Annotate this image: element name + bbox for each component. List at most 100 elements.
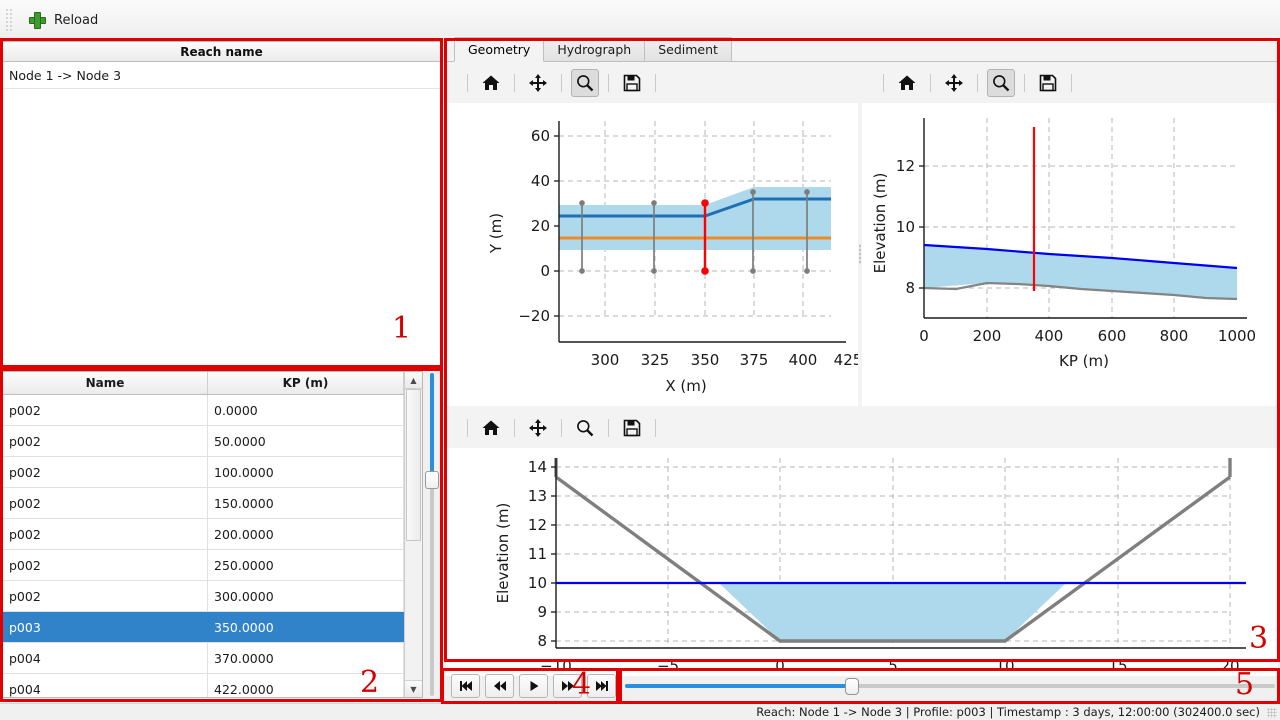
zoom-icon[interactable] (987, 69, 1015, 97)
toolbar-separator (467, 419, 468, 437)
toolbar-separator (514, 74, 515, 92)
pan-icon[interactable] (940, 69, 968, 97)
reach-list-header: Reach name (3, 42, 440, 62)
table-row[interactable]: p004 422.0000 (3, 674, 422, 697)
plan-view-nav-toolbar (446, 63, 858, 103)
toolbar-separator (608, 74, 609, 92)
main-toolbar: Reload (0, 0, 1280, 41)
tab-sediment[interactable]: Sediment (644, 37, 732, 61)
rewind-icon[interactable] (485, 674, 514, 698)
svg-text:12: 12 (896, 157, 915, 175)
cross-section-pane: 14 13 12 11 10 9 8 −10 −5 0 5 10 15 20 Elevation… (446, 408, 1278, 676)
table-row[interactable]: p002 150.0000 (3, 488, 422, 519)
toolbar-separator (977, 74, 978, 92)
table-row[interactable]: p003 350.0000 (3, 612, 422, 643)
plot-vertical-splitter[interactable] (858, 104, 862, 404)
svg-text:15: 15 (1108, 657, 1127, 675)
toolbar-separator (655, 74, 656, 92)
svg-text:400: 400 (1035, 327, 1064, 345)
svg-text:10: 10 (896, 218, 915, 236)
cell-name: p002 (3, 488, 208, 518)
zoom-icon[interactable] (571, 414, 599, 442)
zoom-icon[interactable] (571, 69, 599, 97)
save-icon[interactable] (1034, 69, 1062, 97)
playback-controls (446, 670, 622, 702)
side-slider-handle[interactable] (425, 471, 439, 489)
table-row[interactable]: p002 200.0000 (3, 519, 422, 550)
time-slider-handle[interactable] (845, 678, 859, 695)
profile-table-scrollbar[interactable]: ▲ ▼ (404, 372, 422, 697)
longitudinal-nav-toolbar (862, 63, 1278, 103)
svg-text:325: 325 (641, 351, 670, 369)
home-icon[interactable] (477, 69, 505, 97)
plan-view-canvas[interactable]: 60 40 20 0 −20 300 325 350 375 400 425 Y (m) … (446, 103, 858, 406)
resize-grip-icon[interactable] (1267, 708, 1277, 718)
table-row[interactable]: p002 50.0000 (3, 426, 422, 457)
cell-name: p002 (3, 519, 208, 549)
home-icon[interactable] (477, 414, 505, 442)
toolbar-separator (1071, 74, 1072, 92)
pan-icon[interactable] (524, 414, 552, 442)
svg-text:425: 425 (834, 351, 858, 369)
cell-name: p002 (3, 395, 208, 425)
tab-geometry[interactable]: Geometry (454, 37, 545, 62)
table-row[interactable]: p002 300.0000 (3, 581, 422, 612)
svg-text:13: 13 (528, 487, 547, 505)
play-icon[interactable] (519, 674, 548, 698)
fast-forward-icon[interactable] (553, 674, 582, 698)
cross-section-canvas[interactable]: 14 13 12 11 10 9 8 −10 −5 0 5 10 15 20 Elevation… (446, 448, 1278, 676)
cell-kp: 200.0000 (208, 519, 404, 549)
skip-to-end-icon[interactable] (587, 674, 616, 698)
svg-text:600: 600 (1098, 327, 1127, 345)
side-slider-track (430, 373, 434, 696)
save-icon[interactable] (618, 69, 646, 97)
status-bar-text: Reach: Node 1 -> Node 3 | Profile: p003 … (756, 705, 1260, 719)
longitudinal-profile-canvas[interactable]: 12 10 8 0 200 400 600 800 1000 Elevation (m) K… (862, 103, 1278, 406)
svg-text:10: 10 (528, 574, 547, 592)
svg-text:10: 10 (995, 657, 1014, 675)
cell-kp: 370.0000 (208, 643, 404, 673)
pan-icon[interactable] (524, 69, 552, 97)
toolbar-separator (467, 74, 468, 92)
toolbar-separator (655, 419, 656, 437)
tab-hydrograph[interactable]: Hydrograph (543, 37, 646, 61)
svg-text:0: 0 (775, 657, 785, 675)
table-row[interactable]: p002 250.0000 (3, 550, 422, 581)
skip-to-start-icon[interactable] (451, 674, 480, 698)
column-header-name[interactable]: Name (3, 372, 208, 394)
reload-button[interactable]: Reload (19, 5, 108, 35)
plan-view-pane: 60 40 20 0 −20 300 325 350 375 400 425 Y (m) … (446, 63, 858, 406)
toolbar-separator (561, 419, 562, 437)
home-icon[interactable] (893, 69, 921, 97)
svg-text:KP (m): KP (m) (1059, 352, 1109, 370)
time-slider-fill (625, 684, 853, 688)
profile-table-body: p002 0.0000 p002 50.0000 p002 100.0000 p002 150… (3, 395, 422, 697)
svg-text:400: 400 (789, 351, 818, 369)
table-row[interactable]: p002 100.0000 (3, 457, 422, 488)
svg-text:40: 40 (531, 172, 550, 190)
time-slider[interactable] (625, 676, 1275, 696)
selected-cross-section-marker (701, 199, 709, 275)
save-icon[interactable] (618, 414, 646, 442)
status-bar: Reach: Node 1 -> Node 3 | Profile: p003 … (0, 703, 1280, 720)
reach-list-panel[interactable]: Reach name Node 1 -> Node 3 (2, 41, 441, 366)
scroll-up-arrow-icon[interactable]: ▲ (405, 372, 422, 389)
cell-kp: 300.0000 (208, 581, 404, 611)
reach-list-item[interactable]: Node 1 -> Node 3 (3, 62, 440, 89)
scrollbar-thumb[interactable] (406, 389, 421, 541)
svg-text:1000: 1000 (1218, 327, 1256, 345)
column-header-kp[interactable]: KP (m) (208, 372, 404, 394)
profile-table-panel[interactable]: Name KP (m) p002 0.0000 p002 50.0000 p002 100… (2, 371, 423, 698)
table-row[interactable]: p004 370.0000 (3, 643, 422, 674)
cell-name: p003 (3, 612, 208, 642)
table-row[interactable]: p002 0.0000 (3, 395, 422, 426)
toolbar-separator (930, 74, 931, 92)
toolbar-drag-handle[interactable] (5, 8, 13, 32)
scroll-down-arrow-icon[interactable]: ▼ (405, 680, 422, 697)
svg-text:−5: −5 (657, 657, 679, 675)
table-side-slider[interactable] (424, 371, 440, 698)
cell-kp: 50.0000 (208, 426, 404, 456)
cell-name: p002 (3, 457, 208, 487)
longitudinal-profile-figure: 12 10 8 0 200 400 600 800 1000 Elevation (m) K… (862, 103, 1278, 406)
